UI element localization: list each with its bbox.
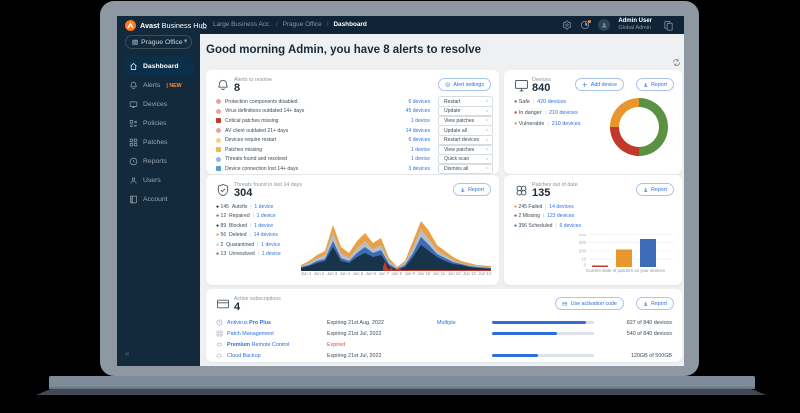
svg-text:200: 200 — [579, 248, 587, 253]
svg-text:0: 0 — [584, 263, 587, 268]
svg-text:300: 300 — [579, 240, 587, 245]
svg-text:10: 10 — [581, 257, 586, 262]
svg-text:400: 400 — [579, 234, 587, 237]
